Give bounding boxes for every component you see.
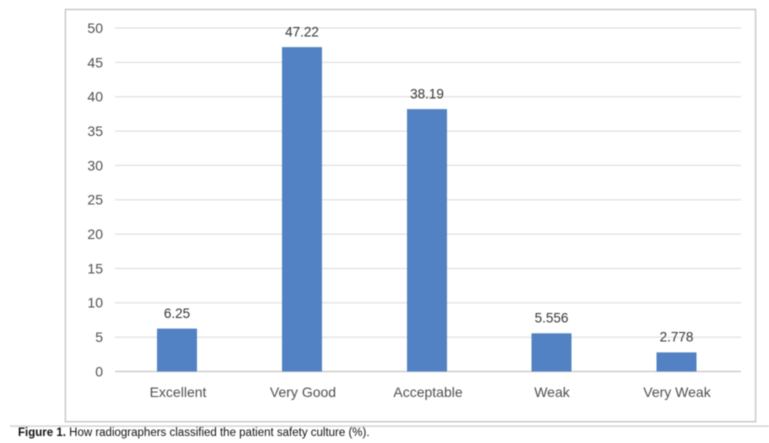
svg-text:40: 40 [87, 89, 103, 105]
svg-text:Very Weak: Very Weak [643, 384, 711, 400]
svg-text:5: 5 [95, 329, 103, 345]
svg-text:Very Good: Very Good [270, 384, 336, 400]
svg-text:38.19: 38.19 [410, 86, 444, 101]
svg-text:Figure 1. How radiographers cl: Figure 1. How radiographers classified t… [18, 427, 370, 439]
svg-text:2.778: 2.778 [660, 330, 694, 345]
svg-text:Weak: Weak [534, 384, 571, 400]
svg-text:30: 30 [87, 157, 103, 173]
svg-text:10: 10 [87, 295, 103, 311]
svg-text:25: 25 [87, 192, 103, 208]
svg-text:6.25: 6.25 [164, 306, 190, 321]
svg-text:Excellent: Excellent [150, 384, 207, 400]
svg-text:0: 0 [95, 363, 103, 379]
svg-text:Acceptable: Acceptable [393, 384, 462, 400]
svg-text:5.556: 5.556 [535, 311, 569, 326]
svg-text:35: 35 [87, 123, 103, 139]
svg-text:47.22: 47.22 [285, 24, 319, 39]
svg-text:15: 15 [87, 260, 103, 276]
svg-text:20: 20 [87, 226, 103, 242]
svg-text:45: 45 [87, 54, 103, 70]
svg-text:50: 50 [87, 20, 103, 36]
